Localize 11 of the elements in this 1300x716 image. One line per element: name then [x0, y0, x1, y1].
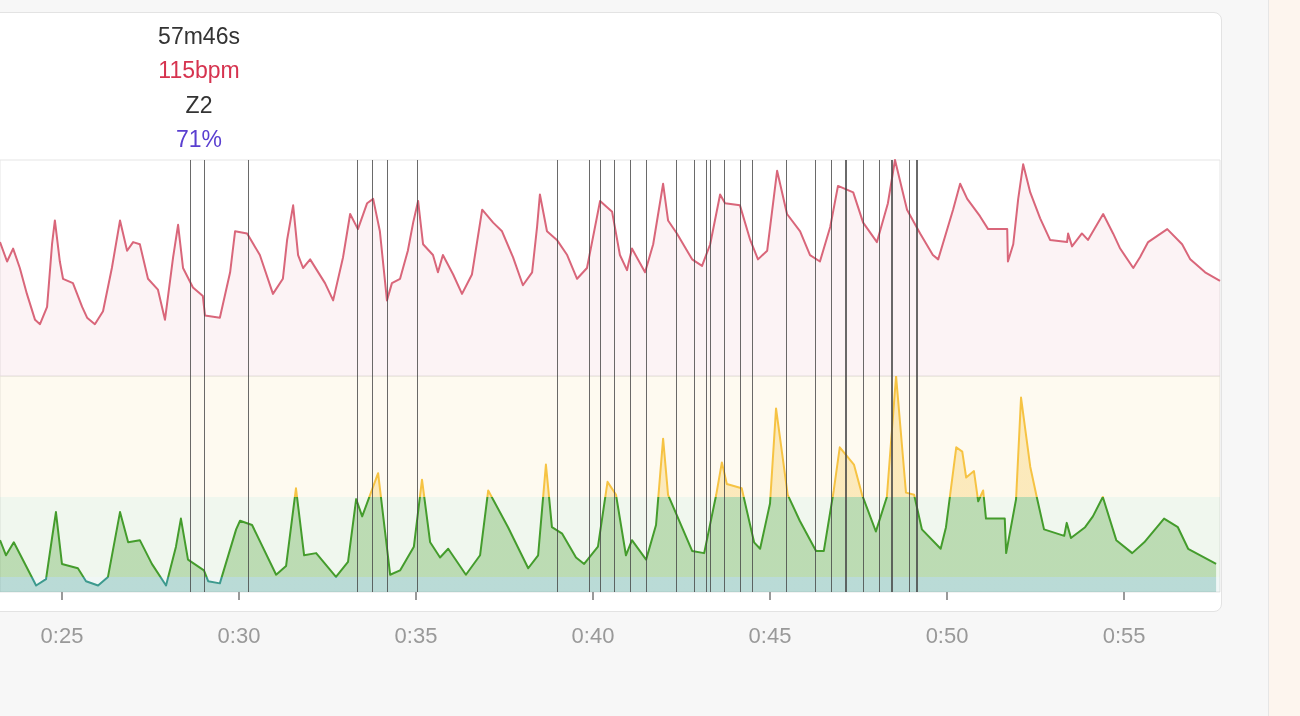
x-tick-label: 0:30 [217, 622, 261, 648]
text: 57m46s [158, 22, 240, 49]
text: 71% [175, 126, 223, 152]
text: Z2 [185, 91, 213, 118]
x-tick-label: 0:40 [571, 622, 615, 648]
text: 115bpm [158, 57, 240, 83]
x-tick-label: 0:45 [748, 622, 792, 648]
x-tick-label: 0:55 [1102, 622, 1146, 648]
x-tick-label: 0:25 [40, 622, 84, 648]
x-tick-label: 0:35 [394, 622, 438, 648]
x-tick-label: 0:50 [925, 622, 969, 648]
